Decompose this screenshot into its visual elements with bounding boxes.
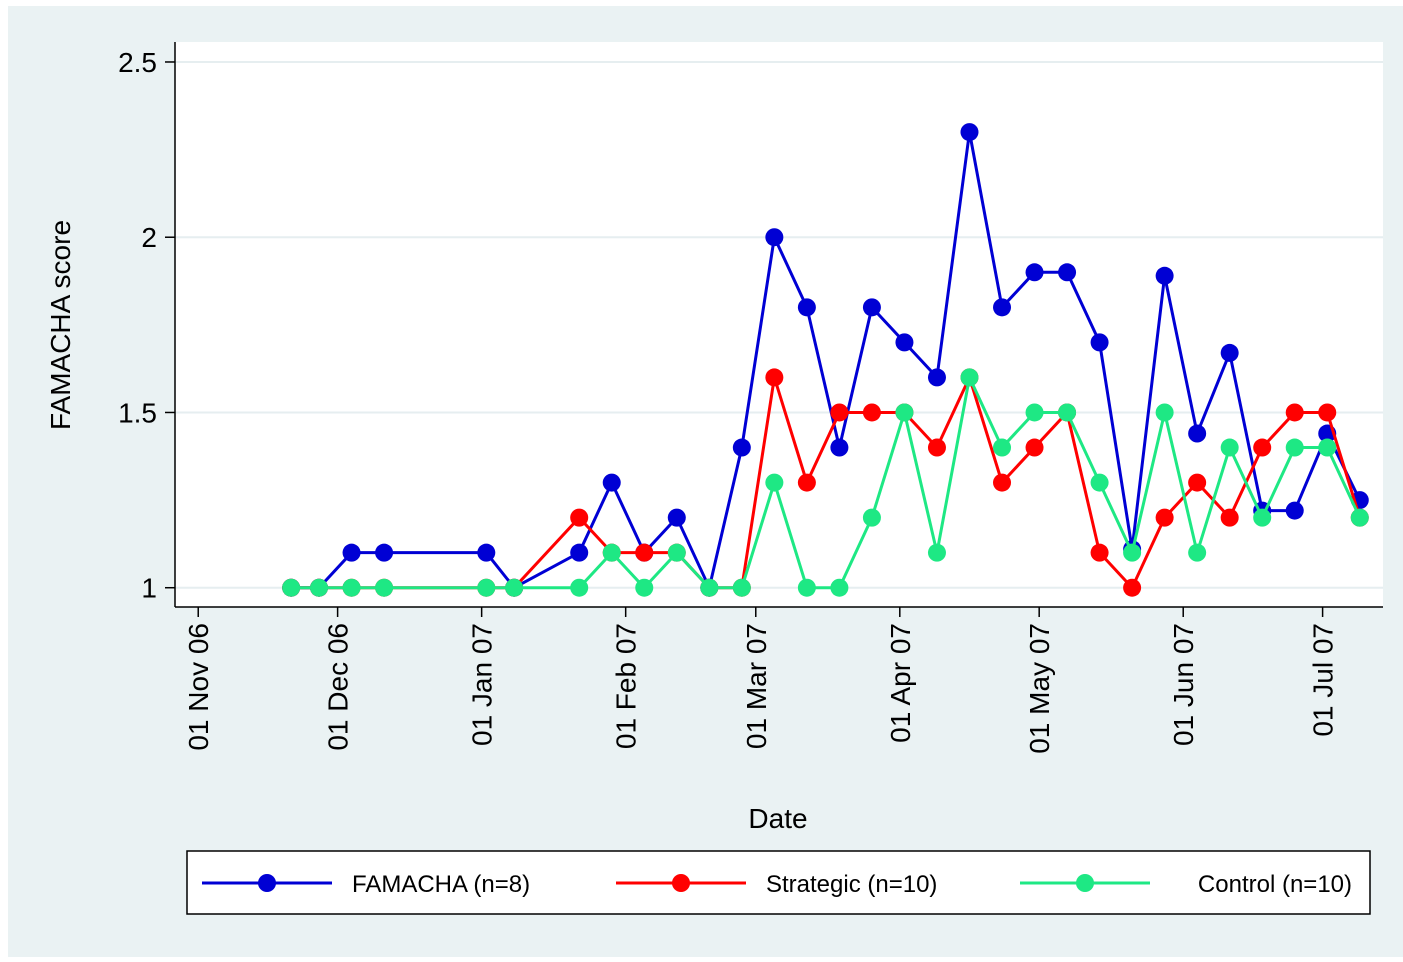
x-tick-label: 01 Dec 06 [323, 623, 354, 751]
marker [477, 578, 496, 597]
marker [1058, 403, 1077, 422]
x-tick-label: 01 Jul 07 [1308, 623, 1339, 737]
marker [993, 473, 1012, 492]
marker [570, 543, 589, 562]
marker [570, 578, 589, 597]
y-tick-label: 1 [141, 573, 157, 604]
marker [797, 578, 816, 597]
x-tick-label: 01 Mar 07 [741, 623, 772, 749]
marker [1090, 473, 1109, 492]
marker [765, 228, 784, 247]
marker [862, 508, 881, 527]
marker [1025, 263, 1044, 282]
marker [993, 298, 1012, 317]
x-tick-label: 01 Feb 07 [611, 623, 642, 749]
marker [342, 543, 361, 562]
legend-marker [258, 874, 276, 892]
marker [635, 578, 654, 597]
y-tick-label: 1.5 [118, 397, 157, 428]
legend-label: FAMACHA (n=8) [352, 871, 530, 898]
marker [1285, 403, 1304, 422]
marker [830, 438, 849, 457]
legend-box [186, 850, 1371, 915]
x-tick-label: 01 Jun 07 [1168, 623, 1199, 746]
marker [862, 403, 881, 422]
marker [1025, 403, 1044, 422]
marker [1318, 403, 1337, 422]
marker [960, 123, 979, 142]
plot-area [175, 42, 1383, 607]
x-axis-title: Date [748, 803, 807, 834]
y-axis-title: FAMACHA score [45, 220, 76, 430]
marker [1188, 424, 1207, 443]
marker [1253, 438, 1272, 457]
marker [602, 543, 621, 562]
marker [1318, 438, 1337, 457]
legend-label: Strategic (n=10) [766, 871, 937, 898]
marker [830, 403, 849, 422]
marker [1188, 473, 1207, 492]
marker [1155, 403, 1174, 422]
marker [895, 333, 914, 352]
marker [830, 578, 849, 597]
marker [927, 543, 946, 562]
marker [667, 543, 686, 562]
legend-marker [1076, 874, 1094, 892]
marker [1220, 343, 1239, 362]
marker [1350, 508, 1369, 527]
marker [1253, 508, 1272, 527]
marker [570, 508, 589, 527]
marker [1285, 501, 1304, 520]
marker [732, 578, 751, 597]
marker [960, 368, 979, 387]
x-tick-label: 01 Apr 07 [885, 623, 916, 743]
marker [700, 578, 719, 597]
marker [895, 403, 914, 422]
y-tick-label: 2 [141, 222, 157, 253]
marker [765, 473, 784, 492]
marker [862, 298, 881, 317]
marker [797, 473, 816, 492]
marker [1123, 543, 1142, 562]
marker [375, 543, 394, 562]
legend-marker [672, 874, 690, 892]
marker [635, 543, 654, 562]
marker [1285, 438, 1304, 457]
marker [1090, 333, 1109, 352]
marker [1155, 266, 1174, 285]
marker [310, 578, 329, 597]
marker [375, 578, 394, 597]
legend-label: Control (n=10) [1198, 871, 1352, 898]
marker [927, 368, 946, 387]
marker [1090, 543, 1109, 562]
marker [1220, 438, 1239, 457]
marker [797, 298, 816, 317]
marker [1123, 578, 1142, 597]
marker [1155, 508, 1174, 527]
marker [602, 473, 621, 492]
marker [765, 368, 784, 387]
marker [1188, 543, 1207, 562]
marker [667, 508, 686, 527]
y-tick-label: 2.5 [118, 47, 157, 78]
marker [1220, 508, 1239, 527]
marker [505, 578, 524, 597]
marker [477, 543, 496, 562]
x-tick-label: 01 Nov 06 [183, 623, 214, 751]
marker [927, 438, 946, 457]
marker [282, 578, 301, 597]
marker [1058, 263, 1077, 282]
marker [993, 438, 1012, 457]
marker [732, 438, 751, 457]
x-tick-label: 01 Jan 07 [467, 623, 498, 746]
x-tick-label: 01 May 07 [1024, 623, 1055, 754]
marker [1025, 438, 1044, 457]
marker [342, 578, 361, 597]
